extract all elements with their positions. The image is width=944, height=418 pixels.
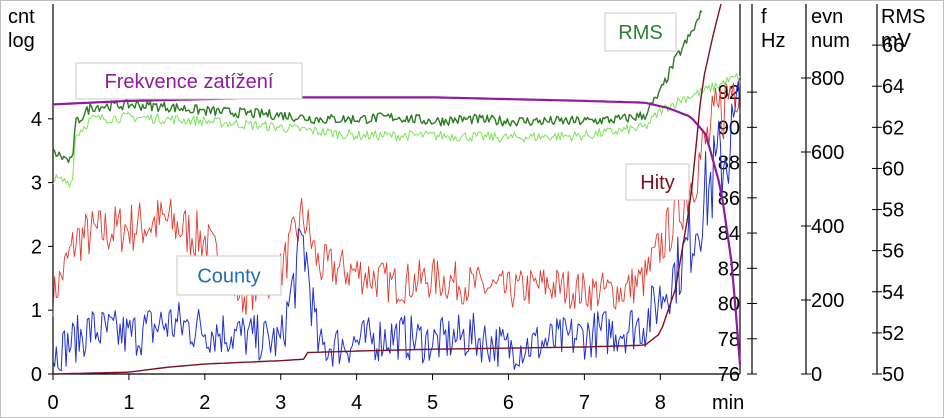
left-axis-tick-label: 3 bbox=[31, 173, 42, 195]
left-axis-title-line: log bbox=[8, 30, 35, 52]
freq-axis-title-line: f bbox=[761, 6, 767, 28]
x-axis-tick-label: 3 bbox=[275, 392, 286, 414]
series-line-county bbox=[52, 80, 741, 372]
series-line-county-vyssi bbox=[52, 80, 741, 317]
x-axis-tick-label: 1 bbox=[123, 392, 134, 414]
rms-axis-tick-label: 50 bbox=[882, 364, 904, 386]
x-axis-tick-label: 5 bbox=[427, 392, 438, 414]
evn-axis-tick-label: 600 bbox=[811, 142, 844, 164]
left-axis-tick-label: 2 bbox=[31, 236, 42, 258]
evn-axis-tick-label: 0 bbox=[811, 364, 822, 386]
series-line-hity bbox=[52, 3, 722, 375]
x-axis-tick-label: 6 bbox=[503, 392, 514, 414]
rms-axis-tick-label: 60 bbox=[882, 158, 904, 180]
rms-axis-title-line: RMS bbox=[881, 6, 925, 28]
rms-axis-tick-label: 66 bbox=[882, 35, 904, 57]
x-axis-tick-label: 7 bbox=[579, 392, 590, 414]
evn-axis-tick-label: 200 bbox=[811, 290, 844, 312]
evn-axis-tick-label: 400 bbox=[811, 216, 844, 238]
rms-axis-tick-label: 54 bbox=[882, 282, 904, 304]
callout-box-frekvence-zatizeni bbox=[75, 62, 303, 100]
rms-axis-tick-label: 62 bbox=[882, 117, 904, 139]
callout-label-rms: RMS bbox=[618, 22, 662, 44]
callout-box-county bbox=[176, 255, 282, 296]
rms-axis-tick-label: 56 bbox=[882, 241, 904, 263]
left-axis-title-line: cnt bbox=[8, 6, 35, 28]
x-axis-title: min bbox=[712, 392, 744, 414]
freq-axis-tick-label: 82 bbox=[718, 258, 740, 280]
callout-label-hity: Hity bbox=[640, 172, 674, 194]
callout-label-county: County bbox=[197, 266, 260, 288]
freq-axis-tick-label: 76 bbox=[718, 364, 740, 386]
series-line-rms-spodni-obalka bbox=[52, 72, 741, 188]
freq-axis-title-line: Hz bbox=[761, 30, 785, 52]
freq-axis-tick-label: 78 bbox=[718, 329, 740, 351]
rms-axis-tick-label: 58 bbox=[882, 200, 904, 222]
left-axis-tick-label: 1 bbox=[31, 300, 42, 322]
x-axis-tick-label: 2 bbox=[199, 392, 210, 414]
evn-axis-tick-label: 800 bbox=[811, 68, 844, 90]
x-axis-tick-label: 0 bbox=[47, 392, 58, 414]
left-axis-tick-label: 0 bbox=[31, 364, 42, 386]
callout-box-hity bbox=[625, 163, 690, 201]
series-line-frekvence-zatizeni bbox=[52, 96, 742, 366]
rms-axis-title-line: mV bbox=[881, 30, 912, 52]
evn-axis-title-line: num bbox=[811, 30, 850, 52]
x-axis-tick-label: 8 bbox=[655, 392, 666, 414]
rms-axis-tick-label: 52 bbox=[882, 323, 904, 345]
callout-box-rms bbox=[604, 12, 677, 52]
x-axis-tick-label: 4 bbox=[351, 392, 362, 414]
freq-axis-tick-label: 84 bbox=[718, 223, 740, 245]
evn-axis-title-line: evn bbox=[811, 6, 843, 28]
callout-label-frekvence-zatizeni: Frekvence zatížení bbox=[105, 71, 274, 93]
left-axis-tick-label: 4 bbox=[31, 109, 42, 131]
rms-axis-tick-label: 64 bbox=[882, 76, 904, 98]
series-line-rms bbox=[52, 10, 703, 164]
